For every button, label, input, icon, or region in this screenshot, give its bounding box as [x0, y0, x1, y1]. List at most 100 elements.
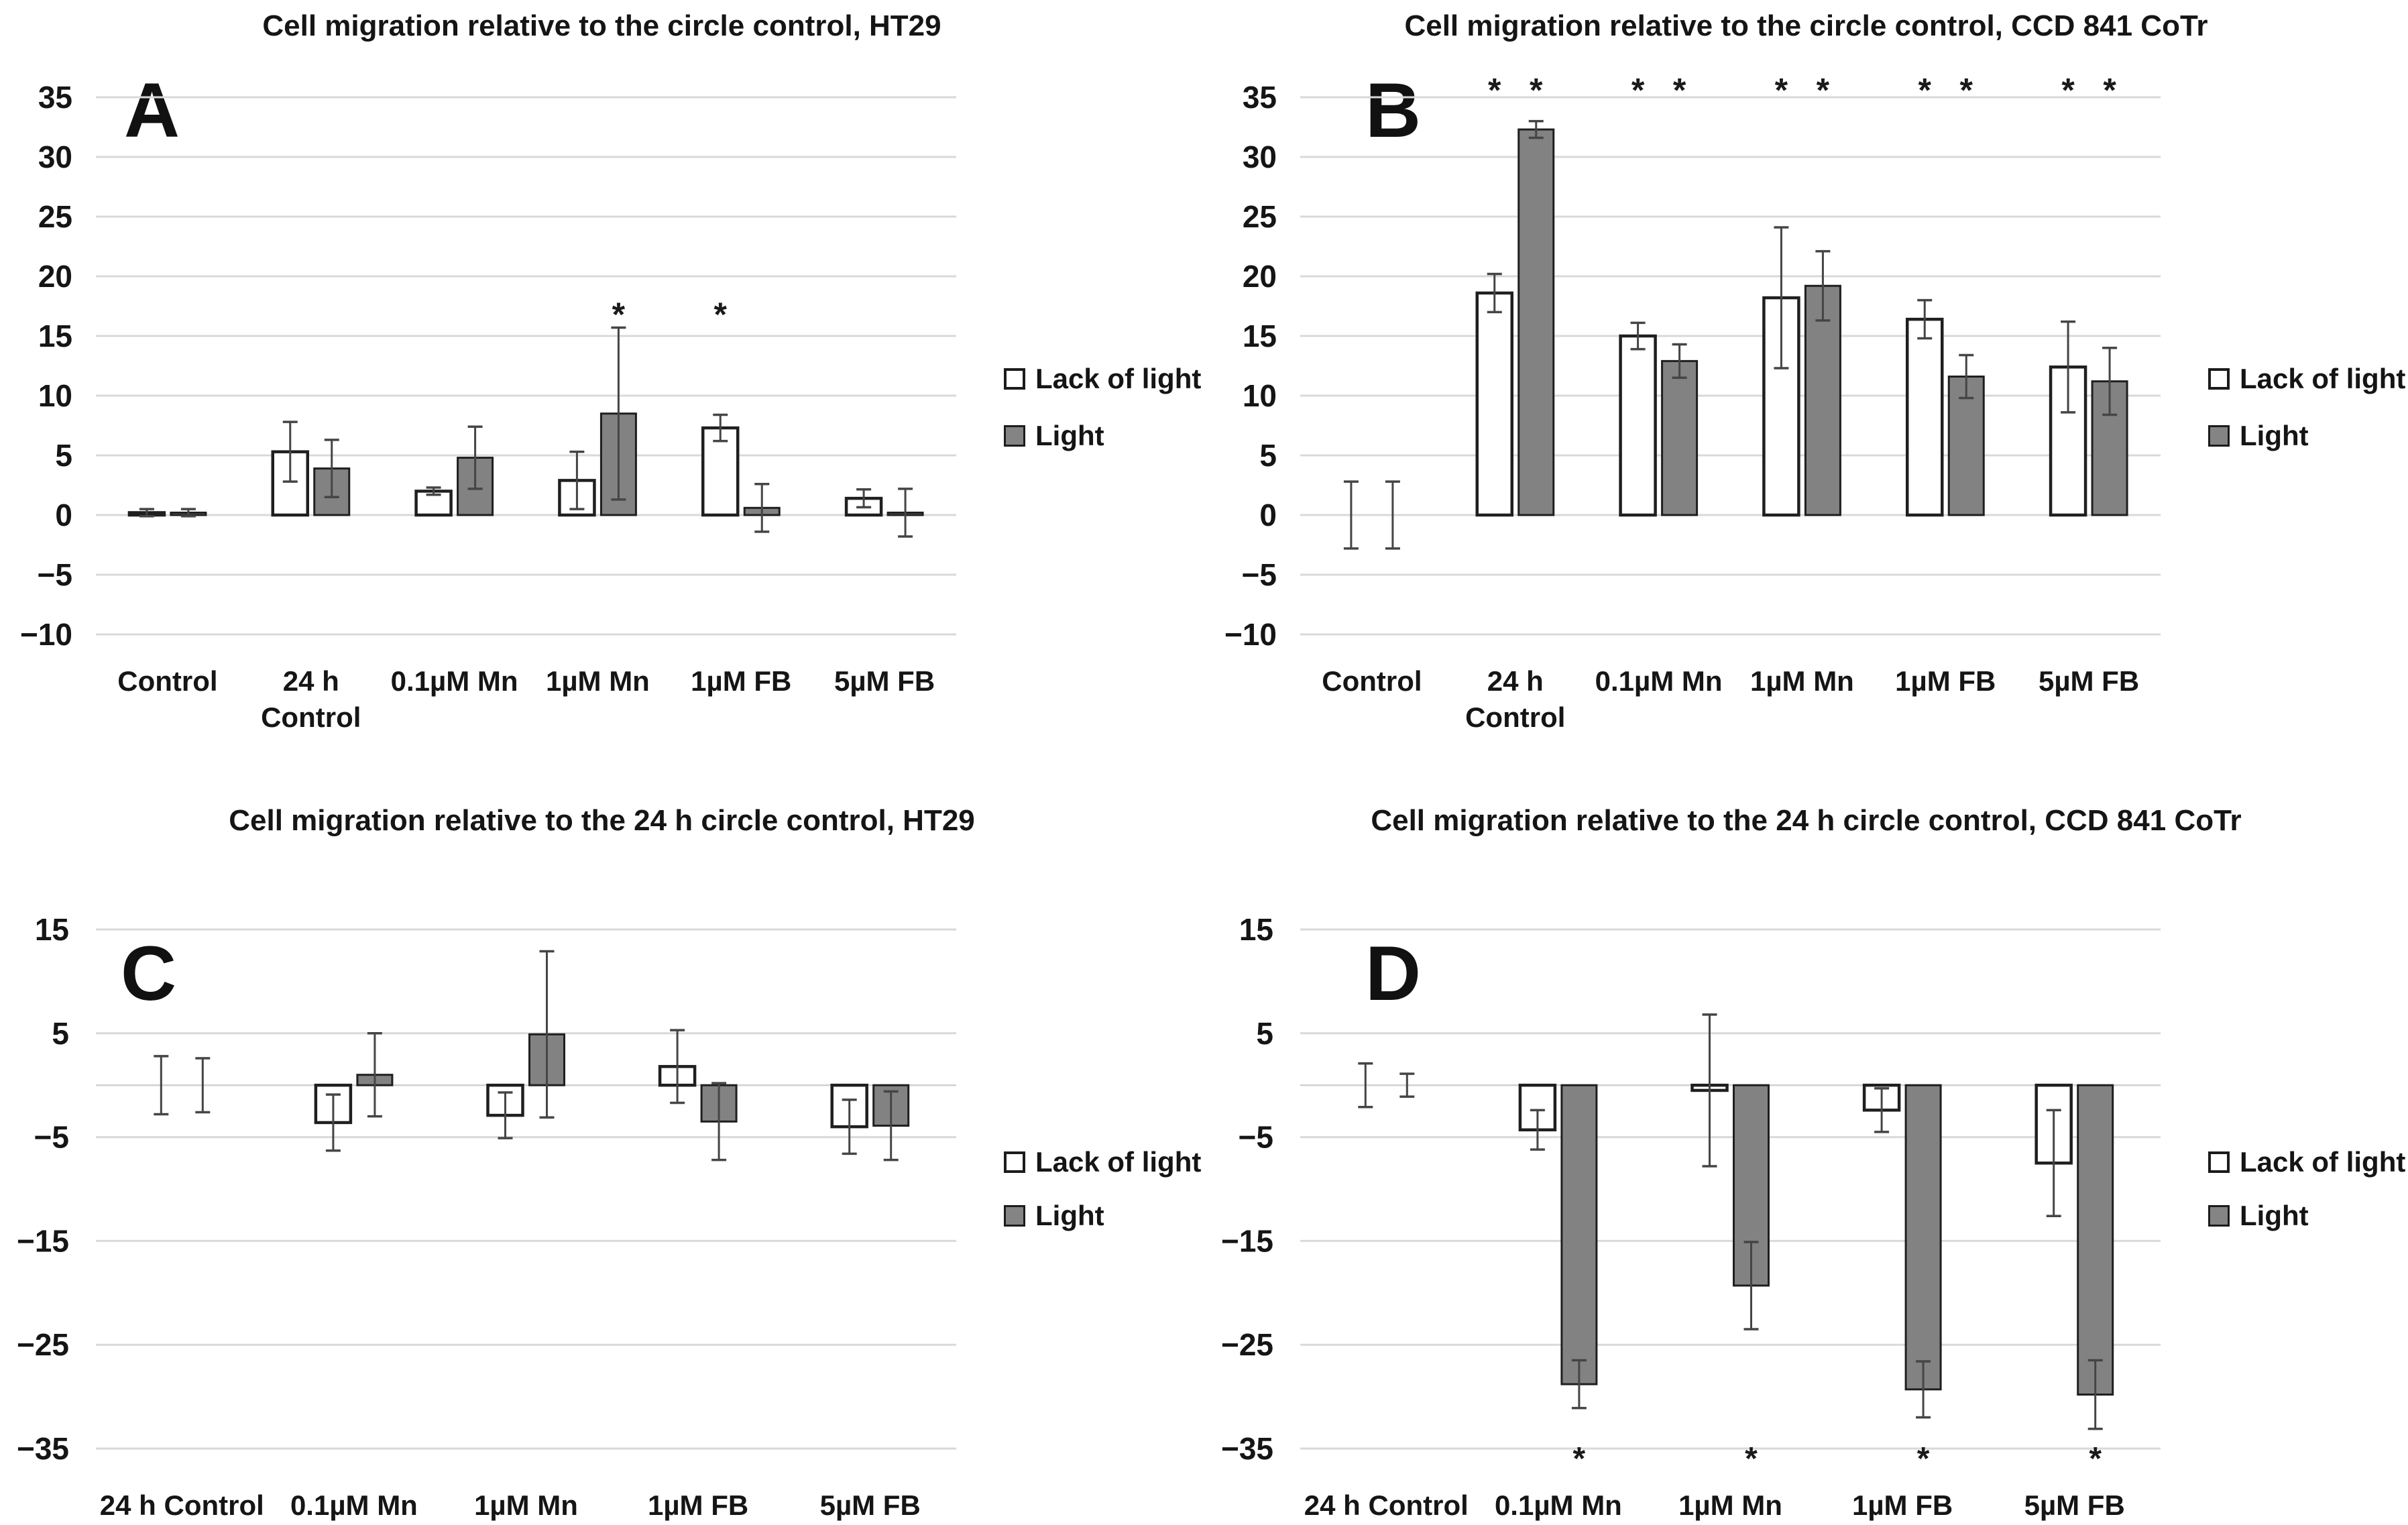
bar-light: [1804, 284, 1841, 516]
panel-letter: C: [121, 931, 177, 1017]
y-tick-label: −5: [38, 557, 72, 592]
significance-asterisk: *: [1488, 71, 1501, 109]
y-tick-label: 10: [1243, 378, 1277, 413]
legend-swatch-light: [2208, 425, 2230, 447]
y-tick-label: 0: [55, 498, 72, 532]
legend-item-lack-of-light: Lack of light: [1004, 1146, 1201, 1178]
y-tick-label: 30: [1243, 139, 1277, 174]
y-tick-label: 25: [1243, 199, 1277, 234]
significance-asterisk: *: [2089, 1441, 2102, 1477]
significance-asterisk: *: [2103, 71, 2116, 109]
bar-lack-of-light: [1475, 291, 1513, 517]
legend-label: Lack of light: [2240, 1146, 2406, 1178]
category-label: 1µM Mn: [546, 665, 650, 697]
y-tick-label: −35: [17, 1431, 69, 1466]
significance-asterisk: *: [1573, 1441, 1586, 1477]
significance-asterisk: *: [612, 296, 626, 333]
y-tick-label: −25: [1221, 1327, 1273, 1362]
chart-plot: 15 5 −5 −15 −25 −35 24 h Control 0.1µM Mn 1µM Mn…: [17, 912, 956, 1521]
significance-asterisk: *: [1745, 1441, 1758, 1477]
y-tick-label: −5: [1242, 557, 1277, 592]
legend-swatch-light: [2208, 1205, 2230, 1227]
category-label: 5µM FB: [820, 1489, 921, 1521]
legend-swatch-light: [1004, 1205, 1025, 1227]
panel-letter: B: [1365, 68, 1422, 154]
y-tick-label: −10: [20, 617, 72, 652]
y-tick-label: 5: [1256, 1016, 1273, 1051]
category-label: 1µM FB: [1852, 1489, 1953, 1521]
bar-lack-of-light: [701, 426, 740, 517]
legend-label: Lack of light: [1035, 1146, 1202, 1178]
category-label: 24 h Control: [261, 665, 361, 733]
significance-asterisk: *: [2061, 71, 2075, 109]
legend-label: Lack of light: [2240, 363, 2406, 394]
bar-light: [1560, 1084, 1598, 1386]
category-label: 1µM Mn: [1750, 665, 1854, 697]
y-tick-label: 30: [38, 139, 72, 174]
legend-label: Light: [2240, 420, 2309, 451]
panel-b: Cell migration relative to the circle co…: [1204, 0, 2408, 762]
y-tick-label: −15: [17, 1223, 69, 1258]
legend-item-lack-of-light: Lack of light: [1004, 363, 1201, 395]
significance-asterisk: *: [1673, 71, 1686, 109]
category-label: 1µM FB: [648, 1489, 748, 1521]
y-tick-label: 5: [1259, 438, 1277, 473]
category-label: 0.1µM Mn: [290, 1489, 418, 1521]
category-label: 5µM FB: [834, 665, 935, 697]
category-label: 0.1µM Mn: [1495, 1489, 1622, 1521]
category-label: 1µM FB: [1895, 665, 1996, 697]
category-label: Control: [117, 665, 217, 697]
panel-letter: D: [1365, 931, 1422, 1017]
y-tick-label: 10: [38, 378, 72, 413]
panel-d: Cell migration relative to the 24 h circ…: [1204, 762, 2408, 1525]
y-tick-label: 15: [35, 912, 69, 947]
y-tick-label: −35: [1221, 1431, 1273, 1466]
y-tick-label: 35: [38, 80, 72, 115]
y-tick-label: −5: [34, 1120, 69, 1155]
significance-asterisk: *: [1817, 71, 1830, 109]
legend-label: Light: [1035, 420, 1104, 451]
y-tick-label: 5: [55, 438, 72, 473]
chart-title: Cell migration relative to the 24 h circ…: [1371, 804, 2242, 837]
category-label: 5µM FB: [2024, 1489, 2125, 1521]
chart-title: Cell migration relative to the circle co…: [262, 9, 941, 42]
y-tick-label: 5: [52, 1016, 69, 1051]
y-tick-label: −5: [1239, 1120, 1273, 1155]
panel-letter: A: [124, 68, 180, 154]
significance-asterisk: *: [1960, 71, 1973, 109]
legend-label: Lack of light: [1035, 363, 1202, 394]
category-label: 24 h Control: [1465, 665, 1565, 733]
y-tick-label: −15: [1221, 1223, 1273, 1258]
bar-light: [1517, 128, 1555, 516]
significance-asterisk: *: [1918, 71, 1932, 109]
significance-asterisk: *: [714, 296, 728, 333]
category-label: 5µM FB: [2039, 665, 2139, 697]
bar-lack-of-light: [1619, 334, 1657, 517]
significance-asterisk: *: [1917, 1441, 1930, 1477]
legend-label: Light: [2240, 1200, 2309, 1231]
bar-light: [1904, 1084, 1942, 1391]
significance-asterisk: *: [1530, 71, 1543, 109]
y-tick-label: 25: [38, 199, 72, 234]
legend-item-light: Light: [2208, 420, 2309, 452]
category-label: 0.1µM Mn: [1595, 665, 1723, 697]
significance-asterisk: *: [1631, 71, 1645, 109]
y-tick-label: 15: [1243, 319, 1277, 353]
bar-light: [1661, 359, 1699, 516]
legend-swatch-lack-of-light: [2208, 368, 2230, 390]
category-label: 24 h Control: [100, 1489, 264, 1521]
legend-item-light: Light: [1004, 420, 1104, 452]
legend-item-lack-of-light: Lack of light: [2208, 1146, 2405, 1178]
y-tick-label: 20: [1243, 259, 1277, 294]
bar-light: [2077, 1084, 2114, 1396]
chart-plot: 15 5 −5 −15 −25 −35 24 h Control 0.1µM Mn 1µM Mn…: [1221, 912, 2161, 1521]
y-tick-label: 15: [1239, 912, 1273, 947]
y-tick-label: 15: [38, 319, 72, 353]
bar-light: [1947, 376, 1985, 516]
category-label: 0.1µM Mn: [391, 665, 518, 697]
category-label: 24 h Control: [1304, 1489, 1469, 1521]
panel-a: Cell migration relative to the circle co…: [0, 0, 1204, 762]
legend-swatch-lack-of-light: [1004, 368, 1025, 390]
category-label: 1µM FB: [691, 665, 791, 697]
